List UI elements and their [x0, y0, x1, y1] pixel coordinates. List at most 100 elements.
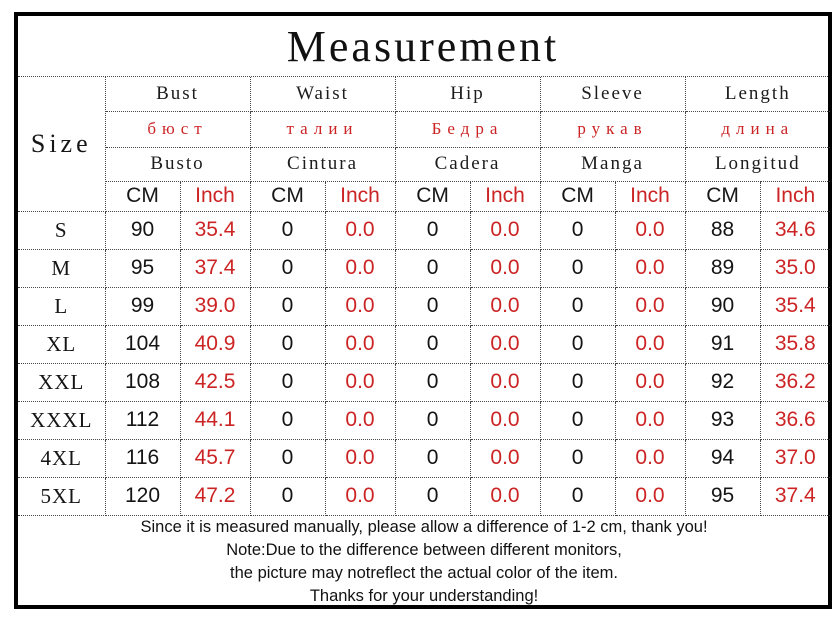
note-line: Thanks for your understanding!	[309, 586, 539, 605]
unit-inch-waist: Inch	[324, 180, 396, 212]
unit-inch-length: Inch	[759, 180, 831, 212]
notes-cell: Since it is measured manually, please al…	[17, 514, 831, 608]
header-sleeve-es: Manga	[539, 146, 686, 182]
value-length-cm: 91	[684, 324, 761, 364]
table-row: M 95 37.4 0 0.0 0 0.0 0 0.0 89 35.0	[17, 248, 831, 288]
value-sleeve-cm: 0	[539, 438, 616, 478]
value-length-inch: 36.2	[759, 362, 831, 402]
value-bust-inch: 39.0	[179, 286, 251, 326]
page-title: Measurement	[18, 16, 828, 77]
value-sleeve-cm: 0	[539, 324, 616, 364]
value-waist-cm: 0	[249, 400, 326, 440]
value-waist-inch: 0.0	[324, 286, 396, 326]
value-sleeve-inch: 0.0	[614, 286, 686, 326]
value-waist-inch: 0.0	[324, 476, 396, 516]
value-hip-inch: 0.0	[469, 210, 541, 250]
value-bust-cm: 99	[104, 286, 181, 326]
size-label-5xl: 5XL	[17, 476, 106, 516]
value-bust-inch: 47.2	[179, 476, 251, 516]
unit-inch-bust: Inch	[179, 180, 251, 212]
header-row-english: Size Bust Waist Hip Sleeve Length	[17, 76, 831, 212]
value-length-inch: 35.4	[759, 286, 831, 326]
value-length-cm: 94	[684, 438, 761, 478]
size-label-s: S	[17, 210, 106, 250]
value-waist-inch: 0.0	[324, 210, 396, 250]
header-waist-en: Waist	[249, 76, 396, 112]
value-sleeve-cm: 0	[539, 210, 616, 250]
value-hip-cm: 0	[394, 362, 471, 402]
value-bust-cm: 108	[104, 362, 181, 402]
value-length-inch: 37.0	[759, 438, 831, 478]
value-bust-inch: 37.4	[179, 248, 251, 288]
value-sleeve-cm: 0	[539, 362, 616, 402]
value-sleeve-cm: 0	[539, 286, 616, 326]
unit-inch-sleeve: Inch	[614, 180, 686, 212]
value-sleeve-inch: 0.0	[614, 248, 686, 288]
header-waist-es: Cintura	[249, 146, 396, 182]
header-hip-en: Hip	[394, 76, 541, 112]
value-length-cm: 89	[684, 248, 761, 288]
header-bust-ru: бюст	[104, 110, 251, 148]
value-hip-cm: 0	[394, 248, 471, 288]
table-head: Size Bust Waist Hip Sleeve Length бюст талии Бед…	[17, 76, 831, 212]
note-line: Since it is measured manually, please al…	[140, 517, 708, 536]
value-bust-cm: 116	[104, 438, 181, 478]
value-bust-cm: 104	[104, 324, 181, 364]
value-waist-inch: 0.0	[324, 248, 396, 288]
table-notes: Since it is measured manually, please al…	[17, 514, 831, 608]
measurement-panel: Measurement Size Bust Waist Hip Sleeve Length…	[14, 12, 832, 609]
size-label-4xl: 4XL	[17, 438, 106, 478]
header-row-spanish: Busto Cintura Cadera Manga Longitud	[18, 146, 831, 182]
note-line: Note:Due to the difference between diffe…	[226, 540, 622, 559]
note-line: the picture may notreflect the actual co…	[230, 563, 618, 582]
value-waist-cm: 0	[249, 362, 326, 402]
header-sleeve-en: Sleeve	[539, 76, 686, 112]
value-hip-inch: 0.0	[469, 476, 541, 516]
header-sleeve-ru: рукав	[539, 110, 686, 148]
value-length-inch: 35.0	[759, 248, 831, 288]
value-sleeve-cm: 0	[539, 400, 616, 440]
value-hip-cm: 0	[394, 210, 471, 250]
value-waist-inch: 0.0	[324, 400, 396, 440]
value-length-inch: 37.4	[759, 476, 831, 516]
table-row: XXXL 112 44.1 0 0.0 0 0.0 0 0.0 93 36.6	[17, 400, 831, 440]
header-length-es: Longitud	[684, 146, 831, 182]
header-waist-ru: талии	[249, 110, 396, 148]
value-bust-inch: 44.1	[179, 400, 251, 440]
value-hip-inch: 0.0	[469, 248, 541, 288]
value-length-inch: 35.8	[759, 324, 831, 364]
unit-cm-hip: CM	[394, 180, 471, 212]
size-label-m: M	[17, 248, 106, 288]
value-sleeve-cm: 0	[539, 248, 616, 288]
value-sleeve-inch: 0.0	[614, 438, 686, 478]
value-bust-cm: 120	[104, 476, 181, 516]
header-hip-ru: Бедра	[394, 110, 541, 148]
size-table: Size Bust Waist Hip Sleeve Length бюст талии Бед…	[17, 76, 831, 608]
value-sleeve-cm: 0	[539, 476, 616, 516]
header-length-ru: длина	[684, 110, 831, 148]
value-length-cm: 92	[684, 362, 761, 402]
unit-cm-waist: CM	[249, 180, 326, 212]
header-bust-en: Bust	[104, 76, 251, 112]
header-length-en: Length	[684, 76, 831, 112]
value-hip-cm: 0	[394, 324, 471, 364]
value-sleeve-inch: 0.0	[614, 324, 686, 364]
value-waist-cm: 0	[249, 286, 326, 326]
value-hip-cm: 0	[394, 400, 471, 440]
value-waist-inch: 0.0	[324, 324, 396, 364]
value-length-inch: 34.6	[759, 210, 831, 250]
size-label-xxl: XXL	[17, 362, 106, 402]
value-waist-inch: 0.0	[324, 362, 396, 402]
value-bust-inch: 45.7	[179, 438, 251, 478]
size-column-header: Size	[17, 76, 106, 212]
notes-row: Since it is measured manually, please al…	[17, 514, 831, 608]
table-row: XL 104 40.9 0 0.0 0 0.0 0 0.0 91 35.8	[17, 324, 831, 364]
value-hip-inch: 0.0	[469, 362, 541, 402]
unit-inch-hip: Inch	[469, 180, 541, 212]
value-sleeve-inch: 0.0	[614, 400, 686, 440]
value-waist-cm: 0	[249, 210, 326, 250]
unit-cm-sleeve: CM	[539, 180, 616, 212]
value-waist-inch: 0.0	[324, 438, 396, 478]
unit-cm-length: CM	[684, 180, 761, 212]
value-length-cm: 93	[684, 400, 761, 440]
